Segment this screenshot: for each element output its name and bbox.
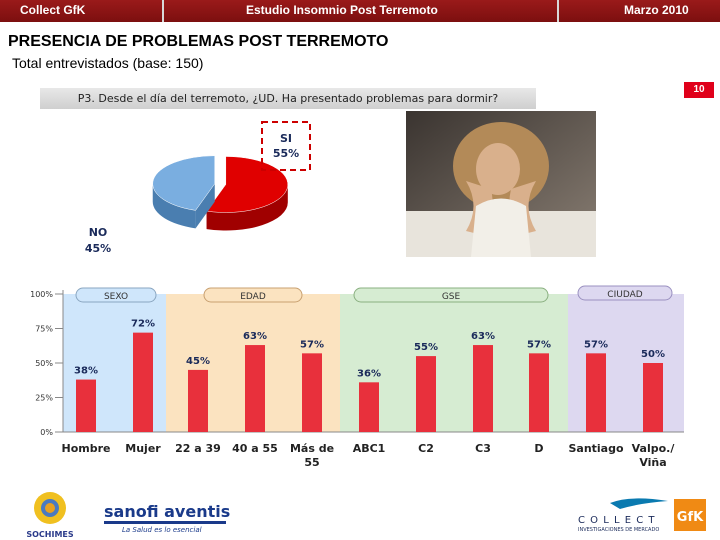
y-tick-label: 100% bbox=[30, 290, 53, 299]
x-tick-label: ABC1 bbox=[353, 442, 386, 455]
bar bbox=[359, 382, 379, 432]
sochimes-logo-text: SOCHIMES bbox=[26, 530, 74, 539]
collect-logo-text: C O L L E C T bbox=[578, 515, 655, 526]
x-tick-label: Más de bbox=[290, 442, 334, 455]
bar bbox=[76, 379, 96, 432]
group-label-sexo-box bbox=[75, 287, 157, 303]
header-divider bbox=[162, 0, 164, 22]
pie-slice-no bbox=[152, 155, 215, 211]
header-divider bbox=[557, 0, 559, 22]
y-tick-label: 50% bbox=[35, 359, 53, 368]
pie-label-no-value: 45% bbox=[85, 242, 111, 255]
panel-ciudad bbox=[568, 294, 684, 432]
bar-value-label: 57% bbox=[527, 339, 551, 350]
pie-label-si-value: 55% bbox=[273, 147, 299, 160]
collect-logo-subtitle: INVESTIGACIONES DE MERCADO bbox=[578, 527, 659, 533]
sanofi-tagline: La Salud es lo esencial bbox=[122, 526, 202, 534]
sanofi-logo-text: sanofi aventis bbox=[104, 502, 230, 521]
group-label-sexo: SEXO bbox=[104, 292, 128, 302]
x-tick-label: Valpo./ bbox=[632, 442, 676, 455]
header-bar: Collect GfK Estudio Insomnio Post Terrem… bbox=[0, 0, 720, 22]
bar-value-label: 38% bbox=[74, 366, 98, 377]
bar-value-label: 57% bbox=[584, 339, 608, 350]
y-tick-label: 25% bbox=[35, 394, 53, 403]
x-tick-label: Hombre bbox=[62, 442, 111, 455]
bar bbox=[586, 353, 606, 432]
bar bbox=[188, 369, 208, 432]
bar-value-label: 57% bbox=[300, 339, 324, 350]
bar-value-label: 63% bbox=[471, 331, 495, 342]
pie-slice-side bbox=[206, 184, 288, 231]
group-label-ciudad-box bbox=[577, 285, 673, 301]
x-tick-label: D bbox=[534, 442, 543, 455]
pie-label-si-name: SI bbox=[280, 132, 292, 145]
group-label-gse-box bbox=[353, 287, 549, 303]
bar-chart: SEXO EDAD GSE CIUDAD 0% 25% 50% 75% 100% 38%… bbox=[30, 285, 684, 469]
bar bbox=[529, 353, 549, 432]
bar-value-label: 45% bbox=[186, 356, 210, 367]
page-subtitle: Total entrevistados (base: 150) bbox=[12, 55, 204, 71]
page-title: PRESENCIA DE PROBLEMAS POST TERREMOTO bbox=[8, 33, 389, 50]
page-number: 10 bbox=[684, 82, 714, 98]
y-tick-label: 0% bbox=[40, 428, 53, 437]
woman-photo bbox=[406, 111, 596, 257]
bar bbox=[643, 363, 663, 432]
bar bbox=[302, 353, 322, 432]
header-center: Estudio Insomnio Post Terremoto bbox=[246, 3, 438, 17]
bar-value-label: 50% bbox=[641, 349, 665, 360]
bar-value-label: 36% bbox=[357, 368, 381, 379]
question-box: P3. Desde el día del terremoto, ¿UD. Ha … bbox=[40, 88, 536, 109]
group-label-edad-box bbox=[203, 287, 303, 303]
pie-slice-si bbox=[206, 156, 289, 213]
group-label-ciudad: CIUDAD bbox=[607, 290, 642, 300]
gfk-logo-text: GfK bbox=[677, 510, 704, 525]
header-left: Collect GfK bbox=[20, 3, 86, 17]
pie-si-highlight bbox=[261, 121, 311, 171]
group-label-gse: GSE bbox=[442, 292, 461, 302]
bar bbox=[245, 345, 265, 432]
bar-value-label: 72% bbox=[131, 319, 155, 330]
x-tick-label: Santiago bbox=[568, 442, 624, 455]
bar bbox=[416, 356, 436, 432]
bar-value-label: 63% bbox=[243, 331, 267, 342]
x-tick-label: C3 bbox=[475, 442, 491, 455]
x-tick-label: 55 bbox=[304, 456, 319, 469]
x-tick-label: 40 a 55 bbox=[232, 442, 278, 455]
bar bbox=[133, 332, 153, 432]
sochimes-logo: SOCHIMES bbox=[26, 492, 74, 539]
x-tick-label: C2 bbox=[418, 442, 434, 455]
bar bbox=[473, 345, 493, 432]
x-tick-label: Viña bbox=[639, 456, 666, 469]
pie-slice-side bbox=[152, 183, 196, 229]
x-tick-label: 22 a 39 bbox=[175, 442, 221, 455]
y-tick-label: 75% bbox=[35, 325, 53, 334]
bar-value-label: 55% bbox=[414, 342, 438, 353]
header-right: Marzo 2010 bbox=[624, 3, 689, 17]
sanofi-logo: sanofi aventis La Salud es lo esencial bbox=[104, 502, 230, 534]
collect-gfk-logo: C O L L E C T INVESTIGACIONES DE MERCADO… bbox=[578, 498, 706, 533]
group-label-edad: EDAD bbox=[240, 292, 266, 302]
pie-slice-cut bbox=[195, 183, 215, 229]
pie-chart: SI 55% NO 45% bbox=[85, 121, 311, 255]
pie-label-no-name: NO bbox=[89, 226, 108, 239]
x-tick-label: Mujer bbox=[125, 442, 161, 455]
